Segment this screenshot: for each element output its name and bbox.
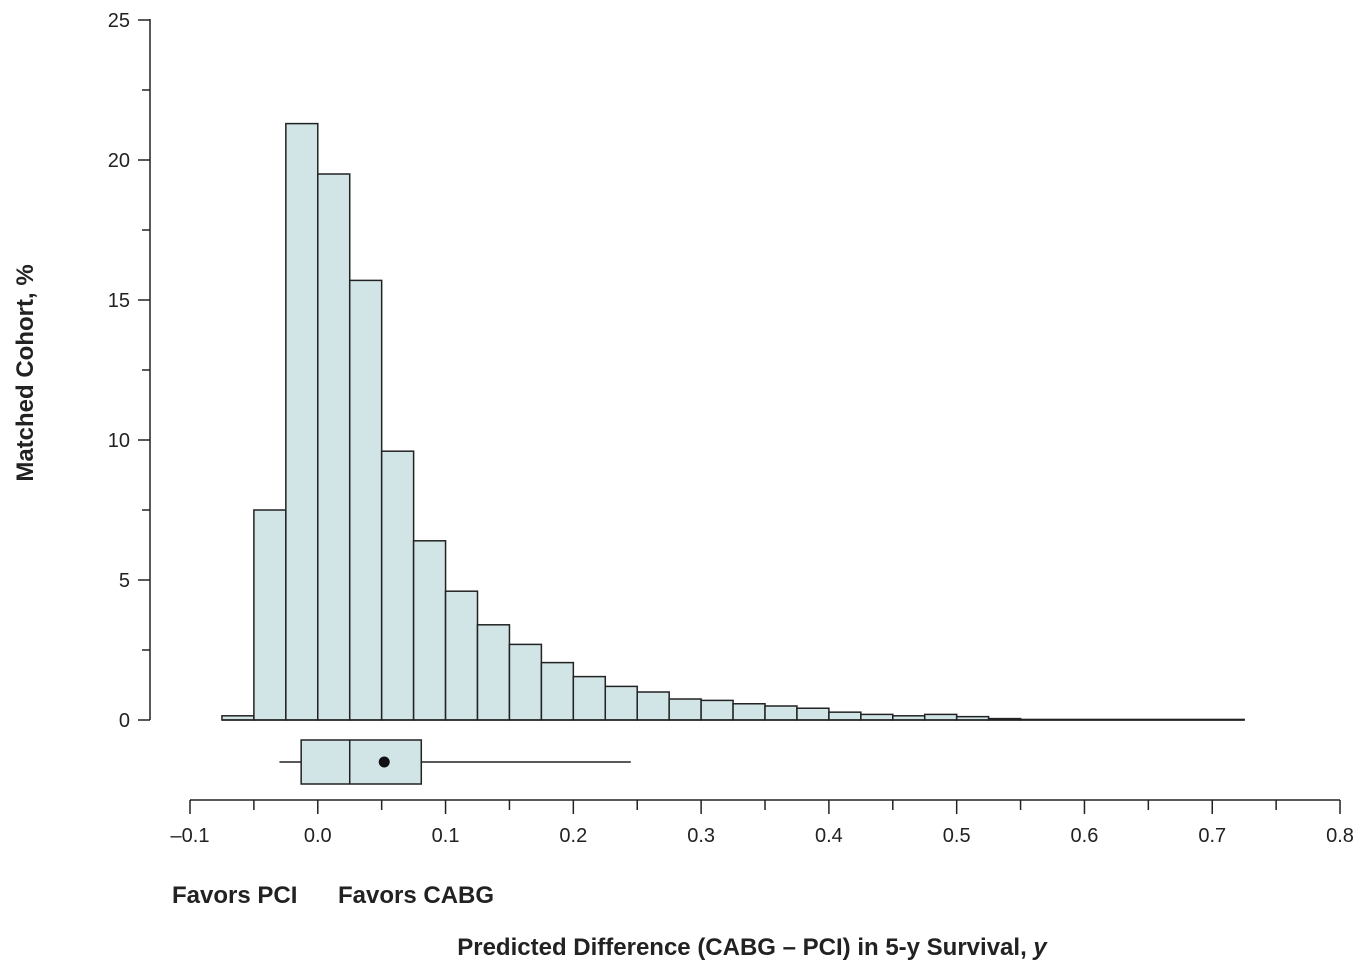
histogram-bar — [828, 711, 862, 721]
y-tick-label: 0 — [119, 710, 130, 732]
x-tick-label: 0.5 — [943, 825, 971, 847]
histogram-bar — [668, 698, 702, 721]
y-tick-label: 15 — [108, 290, 130, 312]
y-axis-title: Matched Cohort, % — [12, 264, 39, 481]
histogram-bar — [348, 279, 383, 721]
x-tick-label: –0.1 — [171, 825, 210, 847]
x-tick-label: 0.2 — [559, 825, 587, 847]
y-tick-label: 25 — [108, 10, 130, 32]
histogram-bar — [572, 675, 607, 721]
histogram-bar — [636, 691, 670, 721]
histogram-bar — [380, 450, 415, 721]
histogram-bar — [764, 705, 798, 721]
y-axis-ticks — [138, 19, 150, 721]
y-tick-label: 20 — [108, 150, 130, 172]
box-iqr — [300, 739, 423, 785]
histogram-bar — [700, 699, 734, 721]
histogram-bar — [732, 703, 766, 721]
histogram-bar — [253, 509, 287, 721]
histogram-bar — [508, 643, 543, 721]
y-tick-label: 10 — [108, 430, 130, 452]
histogram-bar — [444, 590, 479, 721]
x-tick-label: 0.0 — [304, 825, 332, 847]
x-tick-label: 0.1 — [432, 825, 460, 847]
box-mean-dot — [378, 756, 390, 768]
x-axis-ticks — [189, 800, 1341, 814]
x-tick-label: 0.7 — [1198, 825, 1226, 847]
histogram-bar — [923, 713, 958, 721]
y-tick-label: 5 — [119, 570, 130, 592]
x-axis-tick-labels: –0.1 0.0 0.1 0.2 0.3 0.4 0.5 0.6 0.7 0.8 — [171, 825, 1354, 847]
x-tick-label: 0.4 — [815, 825, 843, 847]
histogram-bar — [860, 713, 894, 721]
favors-cabg-label: Favors CABG — [338, 882, 494, 909]
histogram-bar — [476, 624, 511, 721]
x-tick-label: 0.3 — [687, 825, 715, 847]
histogram-bar — [796, 707, 830, 721]
histogram-bars — [221, 122, 1245, 721]
histogram-bar — [604, 685, 638, 721]
x-axis-title-variable: y — [1032, 934, 1048, 961]
histogram-bar — [285, 122, 319, 721]
x-tick-label: 0.8 — [1326, 825, 1354, 847]
histogram-bar — [540, 661, 575, 721]
favors-pci-label: Favors PCI — [172, 882, 297, 909]
x-axis-title: Predicted Difference (CABG – PCI) in 5-y… — [457, 934, 1048, 961]
histogram-bar — [412, 540, 447, 721]
histogram-bar — [317, 173, 351, 721]
y-axis-tick-labels: 0 5 10 15 20 25 — [108, 10, 130, 732]
x-tick-label: 0.6 — [1071, 825, 1099, 847]
box-plot — [279, 739, 631, 785]
x-axis-title-text: Predicted Difference (CABG – PCI) in 5-y… — [457, 934, 1033, 961]
